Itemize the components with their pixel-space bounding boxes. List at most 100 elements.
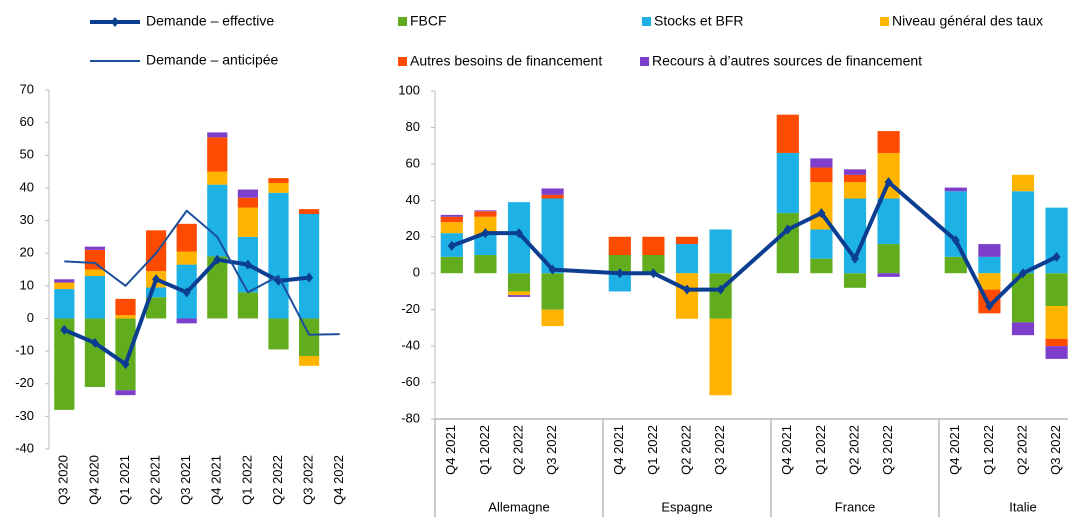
x-tick-label: Q4 2021 bbox=[209, 455, 224, 505]
bar bbox=[54, 318, 75, 410]
x-tick-label: Q1 2022 bbox=[645, 425, 660, 475]
x-tick-label: Q3 2022 bbox=[544, 425, 559, 475]
legend-label: FBCF bbox=[410, 13, 447, 29]
bar bbox=[268, 178, 289, 184]
x-tick-label: Q2 2022 bbox=[270, 455, 285, 505]
marker bbox=[817, 208, 826, 219]
bar bbox=[207, 171, 228, 185]
bar bbox=[978, 256, 1001, 274]
y-tick-label: -40 bbox=[401, 338, 420, 353]
bar bbox=[944, 191, 967, 257]
bar bbox=[978, 244, 1001, 257]
bar bbox=[440, 214, 463, 217]
y-tick-label: 30 bbox=[20, 212, 34, 227]
bar bbox=[810, 258, 833, 274]
x-tick-label: Q2 2022 bbox=[678, 425, 693, 475]
bar bbox=[176, 223, 197, 252]
legend-marker bbox=[111, 17, 119, 27]
bar bbox=[146, 297, 167, 319]
x-tick-label: Q4 2021 bbox=[443, 425, 458, 475]
x-tick-label: Q1 2022 bbox=[477, 425, 492, 475]
x-tick-label: Q4 2021 bbox=[611, 425, 626, 475]
bar bbox=[54, 282, 75, 290]
group-label: Espagne bbox=[661, 499, 712, 514]
y-tick-label: -20 bbox=[401, 301, 420, 316]
y-tick-label: 70 bbox=[20, 81, 34, 96]
x-tick-label: Q4 2022 bbox=[331, 455, 346, 505]
marker bbox=[884, 177, 893, 188]
x-tick-label: Q3 2022 bbox=[880, 425, 895, 475]
marker bbox=[548, 264, 557, 275]
marker bbox=[716, 284, 725, 295]
marker bbox=[515, 228, 523, 239]
y-tick-label: 60 bbox=[406, 155, 420, 170]
bar bbox=[776, 114, 799, 153]
line bbox=[64, 209, 340, 336]
bar bbox=[237, 292, 258, 319]
marker bbox=[985, 301, 994, 312]
x-tick-label: Q2 2021 bbox=[148, 455, 163, 505]
bar bbox=[541, 273, 564, 310]
bar bbox=[877, 244, 900, 274]
marker bbox=[90, 337, 99, 348]
x-tick-label: Q3 2022 bbox=[712, 425, 727, 475]
marker bbox=[649, 268, 658, 279]
y-tick-label: 20 bbox=[406, 228, 420, 243]
bar bbox=[176, 251, 197, 265]
bar bbox=[84, 269, 105, 277]
bar bbox=[810, 167, 833, 183]
bar bbox=[507, 295, 531, 297]
x-tick-label: Q2 2022 bbox=[510, 425, 525, 475]
line bbox=[451, 180, 1058, 309]
marker bbox=[481, 228, 490, 239]
bar bbox=[299, 209, 320, 215]
y-tick-label: 50 bbox=[20, 147, 34, 162]
bar bbox=[978, 273, 1001, 290]
bar bbox=[474, 255, 497, 274]
bar bbox=[541, 188, 564, 195]
bar bbox=[877, 131, 900, 153]
bar bbox=[146, 287, 167, 298]
marker bbox=[1052, 251, 1061, 262]
bar bbox=[237, 197, 258, 208]
y-tick-label: -20 bbox=[15, 375, 34, 390]
legend-swatch bbox=[640, 57, 649, 66]
bar bbox=[776, 213, 799, 274]
bar bbox=[642, 255, 665, 274]
bar bbox=[146, 230, 167, 272]
bar bbox=[115, 390, 136, 396]
bar bbox=[268, 318, 289, 350]
bar bbox=[440, 216, 463, 223]
y-tick-label: 60 bbox=[20, 114, 34, 129]
bar bbox=[608, 273, 631, 292]
bar bbox=[843, 198, 867, 274]
y-tick-label: 20 bbox=[20, 245, 34, 260]
bar bbox=[115, 298, 136, 316]
bar bbox=[474, 216, 497, 235]
bar bbox=[944, 256, 967, 274]
legend-swatch bbox=[398, 57, 407, 66]
bar bbox=[843, 182, 867, 199]
bar bbox=[299, 318, 320, 356]
marker bbox=[851, 253, 859, 264]
x-tick-label: Q1 2022 bbox=[981, 425, 996, 475]
bar bbox=[709, 229, 732, 274]
group-label: France bbox=[835, 499, 875, 514]
bar bbox=[1011, 322, 1035, 336]
bar bbox=[207, 137, 228, 172]
legend-label: Demande – effective bbox=[146, 13, 274, 29]
bar bbox=[608, 236, 631, 255]
bar bbox=[541, 198, 564, 274]
bar bbox=[474, 234, 497, 255]
bar bbox=[299, 355, 320, 366]
x-tick-label: Q1 2022 bbox=[239, 455, 254, 505]
marker bbox=[447, 240, 456, 251]
bar bbox=[268, 183, 289, 193]
marker bbox=[783, 224, 792, 235]
legend-label: Recours à d’autres sources de financemen… bbox=[652, 53, 922, 69]
y-tick-label: -30 bbox=[15, 408, 34, 423]
bar bbox=[1045, 306, 1068, 339]
bar bbox=[1045, 273, 1068, 307]
